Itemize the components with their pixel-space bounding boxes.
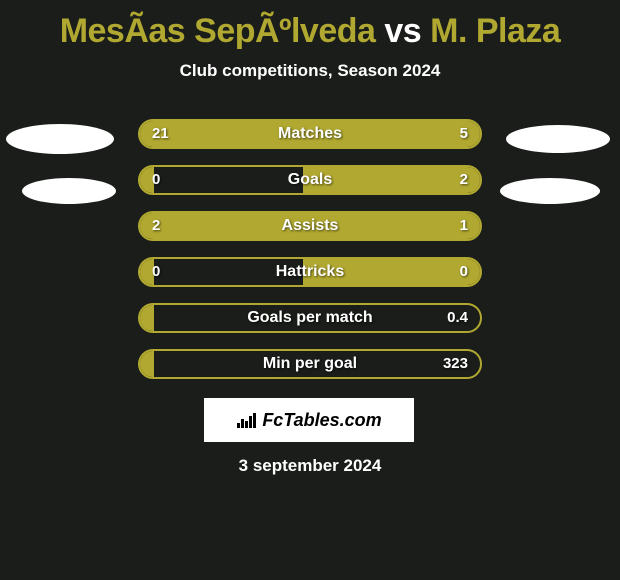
- comparison-title: MesÃ­as SepÃºlveda vs M. Plaza: [0, 0, 620, 51]
- logo-label: FcTables.com: [262, 410, 381, 431]
- stat-value-right: 0: [460, 259, 468, 285]
- stat-bar: Min per goal323: [138, 349, 482, 379]
- stat-row: Goals per match0.4: [0, 303, 620, 333]
- stat-label: Hattricks: [140, 259, 480, 285]
- stat-row: Assists2 1: [0, 211, 620, 241]
- stat-value-right: 5: [460, 121, 468, 147]
- stat-row: Goals0 2: [0, 165, 620, 195]
- stat-bar: Hattricks0 0: [138, 257, 482, 287]
- stat-label: Goals: [140, 167, 480, 193]
- stat-value-right: 323: [443, 351, 468, 377]
- stat-bar: Goals per match0.4: [138, 303, 482, 333]
- stat-value-left: 2: [152, 213, 160, 239]
- player1-name: MesÃ­as SepÃºlveda: [60, 12, 376, 50]
- player2-name: M. Plaza: [430, 12, 560, 50]
- vs-text: vs: [375, 12, 430, 50]
- stat-value-left: 21: [152, 121, 169, 147]
- stats-container: Matches215Goals02Assists21Hattricks00Goa…: [0, 119, 620, 379]
- stat-row: Matches21 5: [0, 119, 620, 149]
- logo-text: FcTables.com: [236, 410, 381, 431]
- stat-value-left: 0: [152, 167, 160, 193]
- stat-value-left: 0: [152, 259, 160, 285]
- stat-label: Assists: [140, 213, 480, 239]
- stat-row: Min per goal323: [0, 349, 620, 379]
- stat-value-right: 1: [460, 213, 468, 239]
- stat-bar: Assists2 1: [138, 211, 482, 241]
- subtitle: Club competitions, Season 2024: [0, 61, 620, 81]
- stat-row: Hattricks0 0: [0, 257, 620, 287]
- stat-bar: Goals0 2: [138, 165, 482, 195]
- stat-label: Min per goal: [140, 351, 480, 377]
- stat-bar: Matches21 5: [138, 119, 482, 149]
- stat-label: Matches: [140, 121, 480, 147]
- stat-value-right: 0.4: [447, 305, 468, 331]
- stat-label: Goals per match: [140, 305, 480, 331]
- logo-box: FcTables.com: [204, 398, 414, 442]
- stat-value-right: 2: [460, 167, 468, 193]
- chart-icon: [236, 411, 258, 429]
- date-text: 3 september 2024: [0, 456, 620, 476]
